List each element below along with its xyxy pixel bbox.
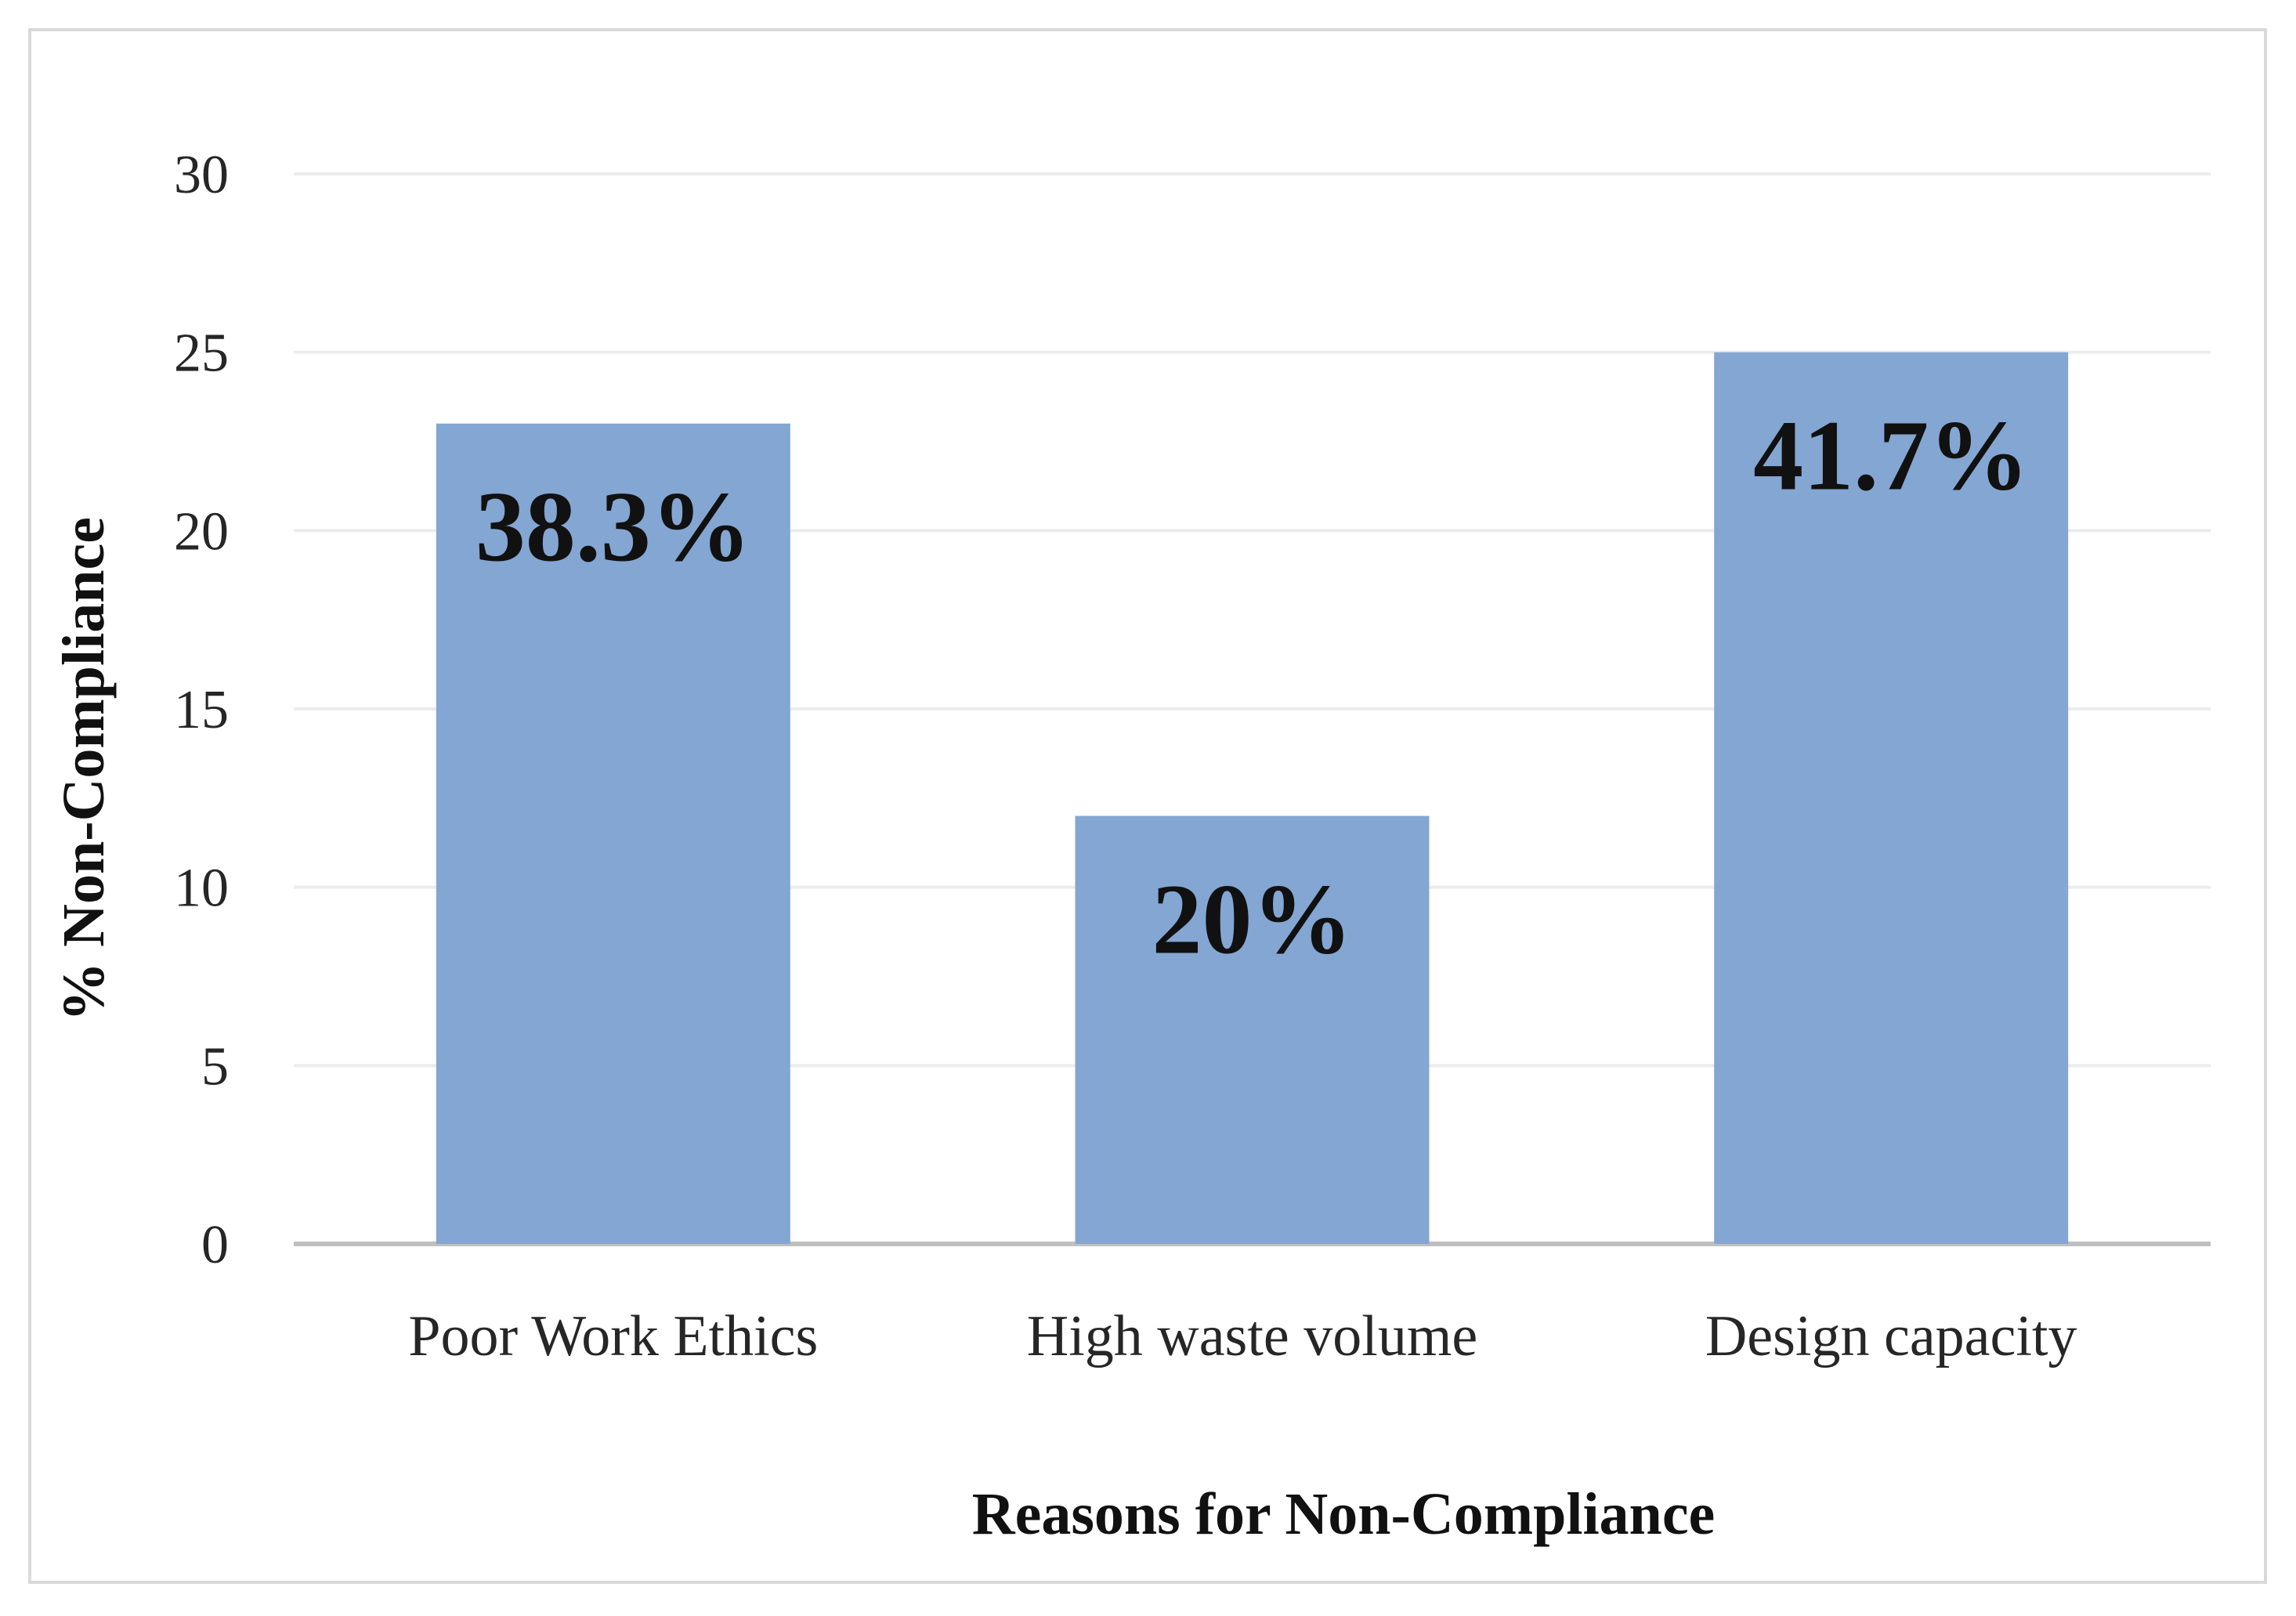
y-tick-label: 5 [201, 1036, 229, 1097]
bar-2 [1075, 815, 1430, 1244]
x-axis-categories: Poor Work Ethics High waste volume Design … [408, 1304, 2077, 1368]
x-category-label: Poor Work Ethics [408, 1304, 818, 1368]
data-label: 20% [1152, 864, 1353, 975]
data-label: 41.7% [1753, 400, 2029, 512]
y-axis-ticks: 0 5 10 15 20 25 30 [174, 145, 229, 1275]
y-tick-label: 30 [174, 145, 229, 205]
y-tick-label: 20 [174, 501, 229, 562]
y-axis-title: % Non-Compliance [51, 517, 117, 1021]
bar-1 [436, 423, 790, 1244]
data-labels: 38.3% 20% 41.7% [475, 400, 2029, 975]
x-category-label: Design capacity [1705, 1304, 2077, 1368]
x-category-label: High waste volume [1027, 1304, 1477, 1368]
y-tick-label: 0 [201, 1215, 229, 1275]
x-axis-title: Reasons for Non-Compliance [972, 1481, 1716, 1547]
y-tick-label: 10 [174, 859, 229, 919]
y-tick-label: 25 [174, 324, 229, 384]
data-label: 38.3% [475, 472, 751, 583]
bar-3 [1714, 352, 2069, 1245]
y-tick-label: 15 [174, 680, 229, 740]
bars [436, 352, 2069, 1245]
